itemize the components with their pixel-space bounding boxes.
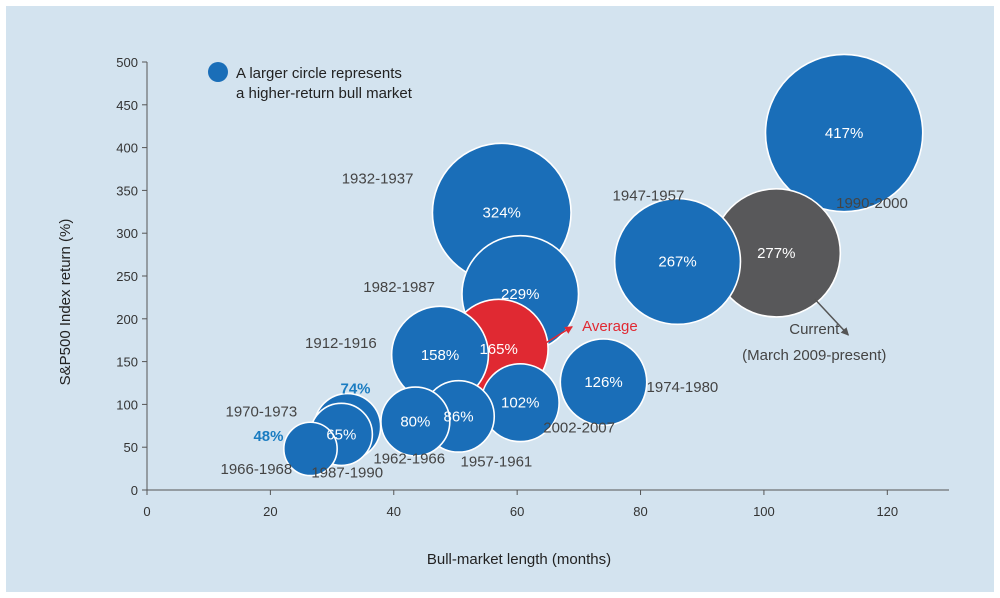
y-tick-label: 200 (116, 312, 138, 327)
value-label-1957-1961: 86% (444, 408, 474, 425)
y-tick-label: 250 (116, 269, 138, 284)
x-tick-label: 20 (263, 504, 277, 519)
bubble-1974-1980 (559, 338, 648, 427)
period-label-1966-1968: 1966-1968 (220, 461, 292, 478)
period-label-1987-1990: 1987-1990 (311, 464, 383, 481)
value-label-1966-1968: 48% (253, 428, 283, 445)
x-tick-label: 100 (753, 504, 775, 519)
y-tick-label: 350 (116, 183, 138, 198)
y-tick-label: 50 (124, 440, 138, 455)
bubble-1947-1957 (613, 197, 742, 326)
chart-background: 0 50 100 150 200 250 300 350 400 450 500 0 20 40 60 80 1… (6, 6, 994, 592)
x-tick-label: 120 (876, 504, 898, 519)
period-label-1990-2000: 1990-2000 (836, 195, 908, 212)
y-axis-title: S&P500 Index return (%) (57, 219, 74, 386)
y-tick-label: 500 (116, 55, 138, 70)
period-label-1957-1961: 1957-1961 (461, 453, 533, 470)
x-tick-label: 40 (387, 504, 401, 519)
x-tick-label: 0 (143, 504, 150, 519)
y-tick-label: 150 (116, 355, 138, 370)
legend: A larger circle represents a higher-retu… (208, 62, 413, 102)
average-arrow (545, 326, 573, 344)
bubble-1966-1968 (283, 421, 338, 477)
value-label-1947-1957: 267% (658, 253, 696, 270)
period-label-1912-1916: 1912-1916 (305, 335, 377, 352)
value-label-2002-2007: 102% (501, 395, 539, 412)
y-tick-label: 300 (116, 226, 138, 241)
axes: 0 50 100 150 200 250 300 350 400 450 500 0 20 40 60 80 1… (116, 55, 949, 519)
value-label-1990-2000: 417% (825, 125, 863, 142)
period-label-1962-1966: 1962-1966 (373, 451, 445, 468)
period-label-1932-1937: 1932-1937 (342, 171, 414, 188)
value-label-1982-1987: 229% (501, 286, 539, 303)
x-axis-title: Bull-market length (months) (427, 551, 611, 568)
bubbles (283, 53, 924, 477)
value-label-1912-1916: 158% (421, 347, 459, 364)
y-tick-label: 100 (116, 397, 138, 412)
period-label-current: Current (789, 321, 840, 338)
period-label-2002-2007: 2002-2007 (543, 420, 615, 437)
period-label-1982-1987: 1982-1987 (363, 279, 435, 296)
legend-line-1: A larger circle represents (236, 65, 402, 82)
legend-marker (208, 62, 228, 82)
bubble-chart: 0 50 100 150 200 250 300 350 400 450 500 0 20 40 60 80 1… (57, 53, 949, 568)
value-label-1987-1990: 65% (326, 426, 356, 443)
period-sublabel-current: (March 2009-present) (742, 347, 886, 364)
value-label-1962-1966: 80% (400, 414, 430, 431)
y-tick-label: 450 (116, 98, 138, 113)
period-label-1970-1973: 1970-1973 (226, 404, 298, 421)
period-label-average: Average (582, 318, 638, 335)
value-label-average: 165% (479, 341, 517, 358)
bubble-labels: 48% 1966-1968 74% 1970-1973 65% 1987-1990 80% 1… (220, 125, 907, 481)
value-label-1974-1980: 126% (584, 374, 622, 391)
value-label-current: 277% (757, 245, 795, 262)
value-label-1932-1937: 324% (483, 205, 521, 222)
bubble-1990-2000 (764, 53, 924, 213)
y-tick-label: 0 (131, 483, 138, 498)
y-tick-label: 400 (116, 141, 138, 156)
legend-line-2: a higher-return bull market (236, 85, 413, 102)
x-tick-label: 60 (510, 504, 524, 519)
value-label-1970-1973: 74% (340, 381, 370, 398)
current-arrow (814, 298, 850, 336)
period-label-1974-1980: 1974-1980 (647, 379, 719, 396)
period-label-1947-1957: 1947-1957 (613, 187, 685, 204)
x-tick-label: 80 (633, 504, 647, 519)
